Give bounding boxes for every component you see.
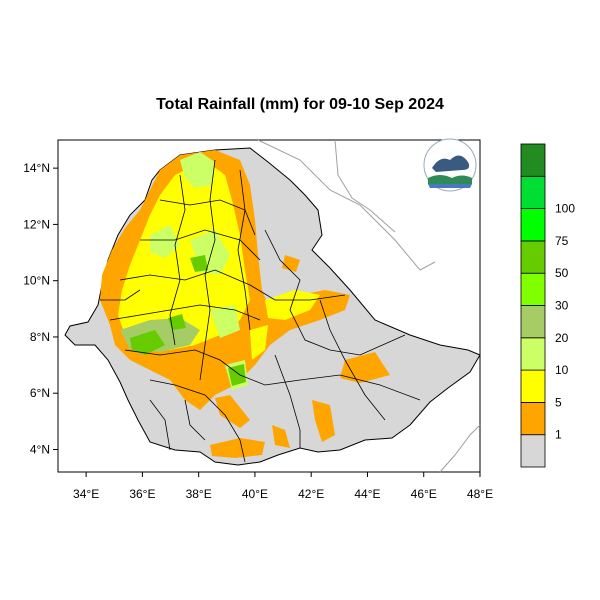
legend-label: 5 — [555, 395, 562, 409]
rainfall-legend: 1 5 10 20 30 50 75 100 — [520, 143, 575, 468]
rain-10mm-areas — [118, 160, 320, 360]
legend-label: 100 — [555, 202, 575, 216]
legend-label: 10 — [555, 363, 569, 377]
legend-swatch — [520, 208, 546, 242]
y-axis: 14°N 12°N 10°N 8°N 6°N 4°N — [23, 161, 58, 456]
legend-label: 50 — [555, 266, 569, 280]
y-tick-label: 14°N — [23, 161, 50, 175]
legend-swatch — [520, 272, 546, 306]
legend-label: 30 — [555, 299, 569, 313]
admin-boundaries — [100, 159, 421, 463]
x-tick-label: 42°E — [298, 487, 324, 501]
x-axis: 34°E 36°E 38°E 40°E 42°E 44°E 46°E 48°E — [73, 472, 493, 501]
legend-swatch — [520, 240, 546, 274]
x-tick-label: 46°E — [411, 487, 437, 501]
x-tick-label: 36°E — [129, 487, 155, 501]
legend-swatch — [520, 401, 546, 436]
y-tick-label: 8°N — [30, 330, 50, 344]
y-tick-label: 10°N — [23, 274, 50, 288]
legend-label: 1 — [555, 428, 562, 442]
legend-swatch — [520, 175, 546, 210]
y-tick-label: 6°N — [30, 386, 50, 400]
legend-label: 20 — [555, 331, 569, 345]
met-agency-logo — [423, 138, 477, 192]
legend-swatch — [520, 369, 546, 403]
legend-swatch — [520, 305, 546, 339]
y-tick-label: 12°N — [23, 217, 50, 231]
x-tick-label: 34°E — [73, 487, 99, 501]
x-tick-label: 44°E — [354, 487, 380, 501]
x-tick-label: 48°E — [467, 487, 493, 501]
y-tick-label: 4°N — [30, 442, 50, 456]
neighbour-borders — [257, 139, 481, 473]
map-title: Total Rainfall (mm) for 09-10 Sep 2024 — [156, 96, 444, 113]
legend-swatch — [520, 143, 546, 177]
legend-label: 75 — [555, 234, 569, 248]
x-tick-label: 40°E — [242, 487, 268, 501]
legend-swatch — [520, 337, 546, 371]
legend-swatch — [520, 434, 546, 468]
x-tick-label: 38°E — [186, 487, 212, 501]
